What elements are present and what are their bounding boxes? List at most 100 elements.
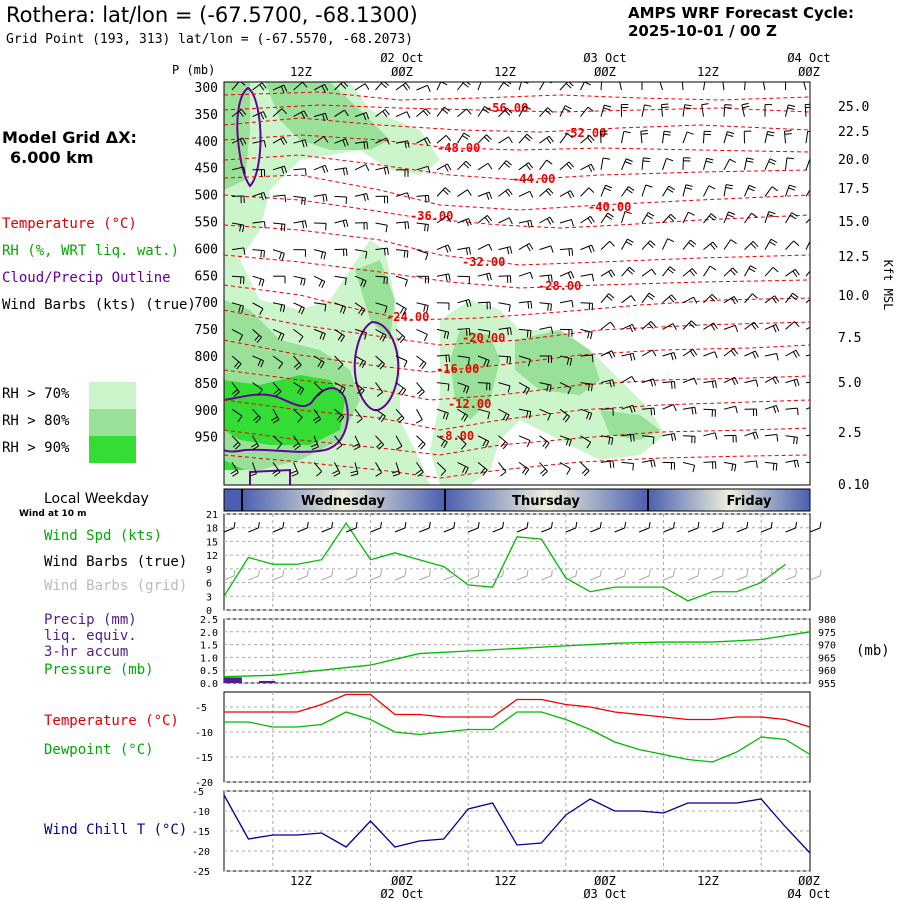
- wind-barb: [723, 158, 737, 171]
- wind-barb: [518, 271, 534, 280]
- top-hour-labels: 12Z ØØZ 12Z ØØZ 12Z ØØZ: [290, 65, 820, 79]
- wind-barb: [436, 408, 449, 420]
- wind-barb: [785, 349, 800, 359]
- wind-barb-true: [516, 521, 529, 533]
- wind-barb: [662, 323, 677, 330]
- wind-barb: [580, 273, 595, 282]
- wind-barb: [457, 299, 472, 308]
- wind-barb: [334, 219, 349, 228]
- wind-barb: [621, 266, 635, 277]
- wind-barb: [785, 104, 796, 117]
- wind-barb: [313, 193, 328, 202]
- wind-barb: [580, 82, 593, 91]
- wind-barb: [252, 382, 263, 396]
- wind-barb: [252, 302, 264, 315]
- wind-barb: [375, 435, 385, 450]
- wind-barb: [293, 139, 308, 148]
- wind-barb: [682, 320, 697, 330]
- wind-barb: [723, 184, 734, 197]
- wind-barb: [805, 240, 810, 250]
- wind-barb: [334, 248, 348, 257]
- wind-barb-grid: [516, 569, 529, 581]
- wind-barb: [436, 244, 452, 253]
- wind-barb-grid: [663, 569, 675, 581]
- wind-barb: [457, 160, 472, 171]
- wind-barb: [334, 138, 349, 147]
- rh80-area-mid: [450, 330, 660, 440]
- wind-barb: [252, 275, 265, 287]
- wind-barb: [457, 408, 469, 422]
- wind-barb: [477, 162, 493, 171]
- p-tick-750: 750: [195, 323, 218, 338]
- wind-barb: [272, 84, 288, 93]
- temp-label-9: -20.00: [462, 331, 505, 345]
- wind-barb: [457, 108, 472, 117]
- wind-barb: [252, 249, 265, 258]
- wind-barb: [682, 268, 698, 277]
- wind-barb: [313, 275, 326, 288]
- wind-barb: [785, 407, 799, 416]
- wind-barb: [539, 302, 552, 312]
- wind-barb: [272, 328, 285, 341]
- wind-barb-grid: [736, 569, 749, 581]
- cloud-outline-low: [224, 387, 349, 453]
- legend-rh80: RH > 80%: [2, 413, 70, 429]
- wind-barb-true: [565, 521, 578, 533]
- wind-barb: [436, 435, 448, 449]
- wind-barb: [375, 408, 386, 423]
- wind-barb: [662, 130, 671, 144]
- wind-barb-true: [760, 521, 773, 533]
- wind-barb: [600, 293, 615, 304]
- wind-barb: [498, 246, 513, 255]
- wind-barb-true: [321, 521, 334, 533]
- p-tick-900: 900: [195, 404, 218, 419]
- wind-barb-grid: [443, 569, 456, 581]
- wind-barb: [334, 82, 349, 91]
- wind-barb: [272, 222, 286, 232]
- wind-barb: [662, 381, 676, 389]
- wind-barb: [395, 329, 406, 343]
- pressure-tick-980: 980: [818, 615, 836, 626]
- wind-barb: [518, 328, 532, 338]
- wind-speed-line: [223, 521, 786, 602]
- p-tick-300: 300: [195, 81, 218, 96]
- wind-barb: [621, 295, 636, 304]
- wind-barb: [744, 157, 754, 170]
- wind-barb: [293, 302, 305, 315]
- wind-barb: [395, 192, 411, 200]
- wind-barb: [539, 462, 548, 477]
- wind-barb: [539, 159, 553, 171]
- wind-barb: [231, 195, 245, 204]
- wind-barb: [416, 194, 430, 203]
- wind-barb: [785, 157, 794, 170]
- legend-rh90: RH > 90%: [2, 440, 70, 456]
- wind-barb: [272, 355, 284, 370]
- wind-barb: [641, 240, 656, 250]
- wind-barb: [662, 433, 677, 442]
- wind-barb: [477, 408, 491, 420]
- wind-barb: [415, 462, 424, 477]
- label-wind-spd: Wind Spd (kts): [44, 528, 163, 544]
- day-label-friday: Friday: [726, 494, 772, 509]
- wind-barb: [660, 103, 669, 117]
- wind-barb: [600, 460, 615, 469]
- label-wind-true: Wind Barbs (true): [44, 554, 188, 570]
- wind-barb-true: [590, 521, 602, 533]
- wind-barb: [600, 379, 615, 388]
- wind-barb: [600, 240, 615, 250]
- wind-barb: [375, 328, 387, 342]
- temp-label-5: -36.00: [410, 209, 453, 223]
- wind-barb: [313, 249, 327, 260]
- wind-barb: [701, 103, 709, 117]
- wind-barb: [252, 221, 266, 229]
- kft-tick-0: 25.0: [838, 100, 869, 115]
- wind-barb: [293, 82, 308, 91]
- wind-barb: [682, 296, 698, 304]
- wind-barb: [272, 108, 287, 117]
- wind-barb: [231, 302, 245, 313]
- kft-tick-2: 20.0: [838, 153, 869, 168]
- bottom-date-2: Ø3 Oct: [583, 887, 626, 900]
- wind-barb: [457, 275, 470, 284]
- wind-barb: [231, 137, 247, 146]
- wind-barb: [334, 275, 347, 286]
